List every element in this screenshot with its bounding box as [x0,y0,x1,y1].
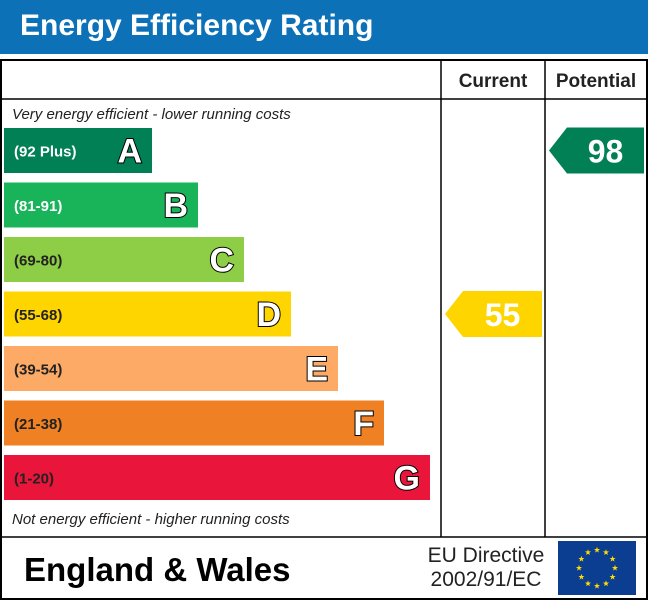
band-e: (39-54) E [4,346,338,391]
page-header: Energy Efficiency Rating [0,0,648,54]
band-bar-f [4,400,384,446]
band-bar-a [4,128,152,173]
band-bar-e [4,346,338,391]
eu-star-icon [578,555,585,562]
current-column-header: Current [459,71,528,92]
eu-star-icon [578,573,585,580]
band-letter-b: B [163,187,188,225]
band-letter-g: G [394,460,420,498]
rating-arrows: 55 98 [445,127,644,337]
eu-star-icon [593,546,601,553]
band-range-b: (81-91) [14,198,62,215]
eu-star-icon [593,582,601,589]
band-bar-g [4,455,430,500]
current-rating-arrow-shape [445,291,542,337]
chart-grid [0,59,648,600]
rating-bands: (92 Plus) A (81-91) B (69-80) C (55-68) D (39-54… [4,128,430,500]
band-d: (55-68) D [4,291,291,337]
eu-flag-icon [558,541,636,595]
directive-line-2: 2002/91/EC [431,568,542,591]
potential-column-header: Potential [556,71,636,92]
band-a: (92 Plus) A [4,128,152,173]
eu-star-icon [611,564,619,571]
band-g: (1-20) G [4,455,430,500]
band-letter-c: C [209,242,234,280]
eu-star-icon [584,549,592,555]
rating-chart-svg: Current Potential Very energy efficient … [0,59,648,600]
eu-star-icon [609,555,616,562]
band-range-g: (1-20) [14,471,54,488]
band-b: (81-91) B [4,182,198,228]
bottom-note: Not energy efficient - higher running co… [12,511,290,528]
band-f: (21-38) F [4,400,384,446]
band-letter-f: F [353,405,374,443]
potential-rating-arrow: 98 [549,127,644,174]
potential-rating-arrow-shape [549,127,644,174]
band-letter-e: E [305,351,328,389]
eu-star-icon [602,580,610,587]
band-range-a: (92 Plus) [14,144,77,161]
current-rating-arrow-value: 55 [485,297,521,333]
band-range-f: (21-38) [14,416,62,433]
rating-chart: Current Potential Very energy efficient … [0,59,648,600]
band-bar-d [4,291,291,337]
band-letter-d: D [256,296,281,334]
eu-star-icon [575,564,583,571]
region-label: England & Wales [24,551,290,588]
band-bar-c [4,237,244,282]
band-bar-b [4,182,198,228]
top-note: Very energy efficient - lower running co… [12,106,291,123]
current-rating-arrow: 55 [445,291,542,337]
band-range-e: (39-54) [14,362,62,379]
band-c: (69-80) C [4,237,244,282]
potential-rating-arrow-value: 98 [588,134,624,170]
directive-line-1: EU Directive [428,544,545,567]
band-range-c: (69-80) [14,253,62,270]
page-title: Energy Efficiency Rating [20,9,374,42]
band-letter-a: A [117,133,142,171]
band-range-d: (55-68) [14,307,62,324]
eu-star-icon [584,580,592,587]
eu-star-icon [602,549,610,555]
eu-star-icon [609,573,616,580]
